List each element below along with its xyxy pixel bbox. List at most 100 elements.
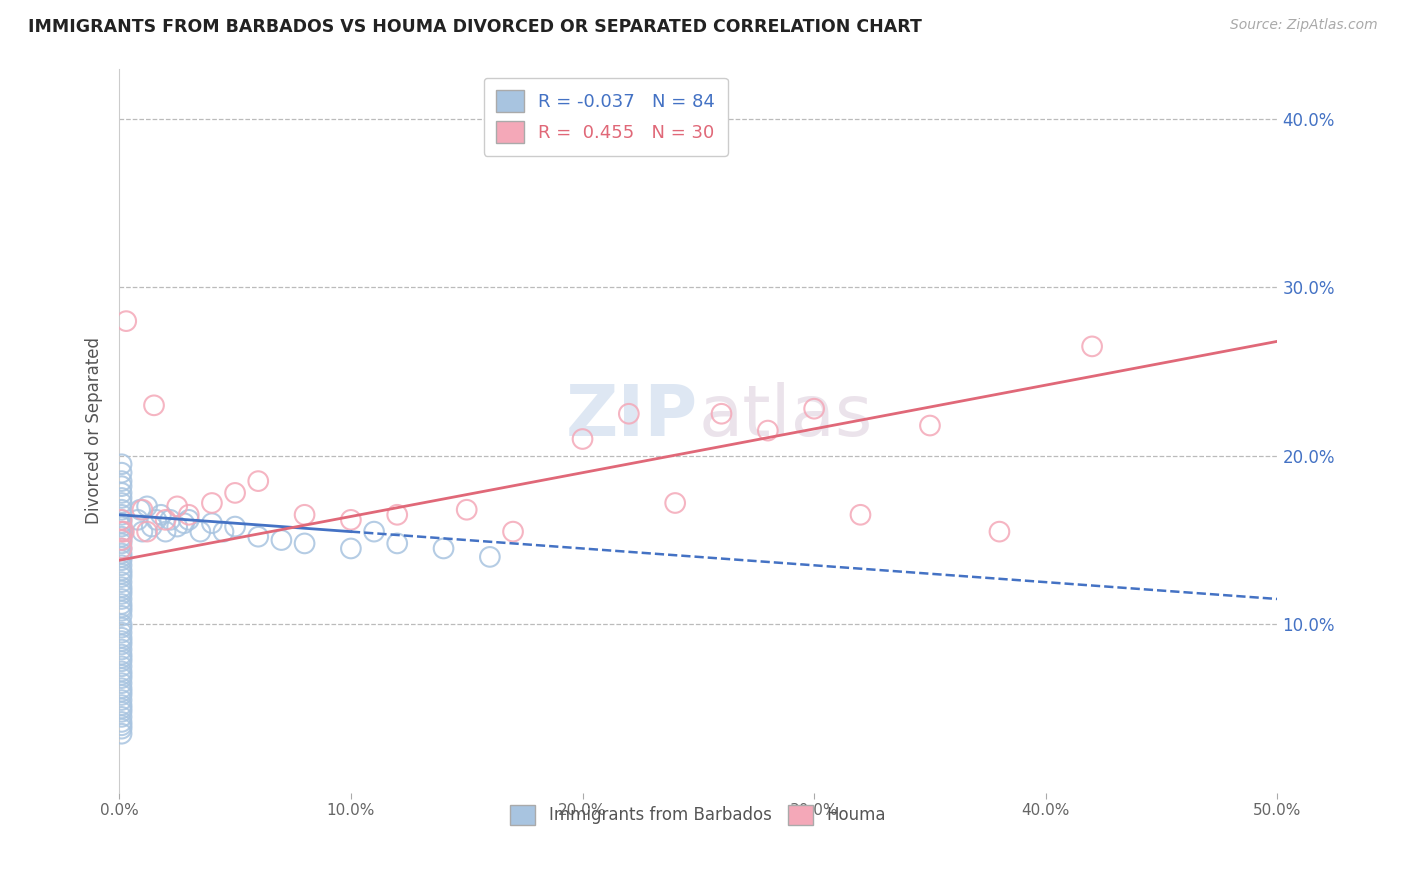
Point (110, 508, 132, 522)
Point (363, 524, 385, 539)
Point (141, 519, 163, 533)
Text: IMMIGRANTS FROM BARBADOS VS HOUMA DIVORCED OR SEPARATED CORRELATION CHART: IMMIGRANTS FROM BARBADOS VS HOUMA DIVORC… (28, 18, 922, 36)
Point (110, 604, 132, 618)
Point (849, 508, 872, 522)
Point (110, 648, 132, 662)
Point (110, 533, 132, 547)
Point (110, 513, 132, 527)
Point (110, 727, 132, 741)
Point (110, 688, 132, 702)
Point (340, 541, 363, 556)
Point (110, 570, 132, 584)
Point (110, 563, 132, 577)
Point (110, 457, 132, 471)
Point (129, 502, 152, 516)
Point (270, 533, 292, 547)
Point (110, 698, 132, 712)
Point (756, 424, 779, 438)
Point (177, 508, 200, 522)
Point (110, 541, 132, 556)
Point (127, 513, 149, 527)
Point (145, 513, 167, 527)
Point (201, 516, 224, 531)
Point (110, 530, 132, 544)
Point (155, 524, 177, 539)
Point (159, 513, 181, 527)
Point (177, 513, 200, 527)
Point (110, 580, 132, 594)
Point (212, 524, 235, 539)
Point (201, 496, 224, 510)
Point (110, 524, 132, 539)
Text: Source: ZipAtlas.com: Source: ZipAtlas.com (1230, 18, 1378, 32)
Point (571, 432, 593, 446)
Point (918, 418, 941, 433)
Point (110, 625, 132, 640)
Point (294, 508, 316, 522)
Point (110, 519, 132, 533)
Point (110, 533, 132, 547)
Point (110, 566, 132, 581)
Point (110, 714, 132, 729)
Point (110, 684, 132, 698)
Point (110, 667, 132, 681)
Point (149, 508, 172, 522)
Point (110, 466, 132, 480)
Point (110, 536, 132, 550)
Point (110, 587, 132, 601)
Point (710, 407, 733, 421)
Point (110, 541, 132, 556)
Point (110, 583, 132, 598)
Point (110, 491, 132, 505)
Point (110, 597, 132, 611)
Point (617, 407, 640, 421)
Point (110, 502, 132, 516)
Point (173, 516, 195, 531)
Point (166, 519, 188, 533)
Point (110, 608, 132, 623)
Point (110, 722, 132, 736)
Point (110, 553, 132, 567)
Y-axis label: Divorced or Separated: Divorced or Separated (86, 337, 103, 524)
Point (340, 513, 363, 527)
Point (664, 496, 686, 510)
Point (110, 600, 132, 615)
Point (136, 524, 159, 539)
Point (136, 500, 159, 514)
Point (110, 634, 132, 648)
Point (110, 718, 132, 732)
Point (166, 500, 188, 514)
Point (110, 486, 132, 500)
Point (115, 314, 138, 328)
Point (110, 693, 132, 707)
Point (387, 508, 409, 522)
Point (110, 513, 132, 527)
Point (131, 524, 153, 539)
Point (1081, 339, 1104, 353)
Point (110, 637, 132, 651)
Point (110, 575, 132, 590)
Point (110, 701, 132, 715)
Point (110, 617, 132, 632)
Point (224, 519, 246, 533)
Point (224, 486, 246, 500)
Point (110, 496, 132, 510)
Point (247, 474, 270, 488)
Point (294, 536, 316, 550)
Point (110, 621, 132, 635)
Point (110, 651, 132, 665)
Point (432, 541, 454, 556)
Point (110, 659, 132, 673)
Point (110, 592, 132, 607)
Point (456, 502, 478, 516)
Point (478, 549, 501, 564)
Point (188, 524, 211, 539)
Point (110, 705, 132, 719)
Point (110, 479, 132, 493)
Legend: Immigrants from Barbados, Houma: Immigrants from Barbados, Houma (501, 795, 896, 835)
Point (110, 549, 132, 564)
Point (110, 676, 132, 690)
Point (110, 665, 132, 679)
Point (131, 502, 153, 516)
Point (247, 530, 270, 544)
